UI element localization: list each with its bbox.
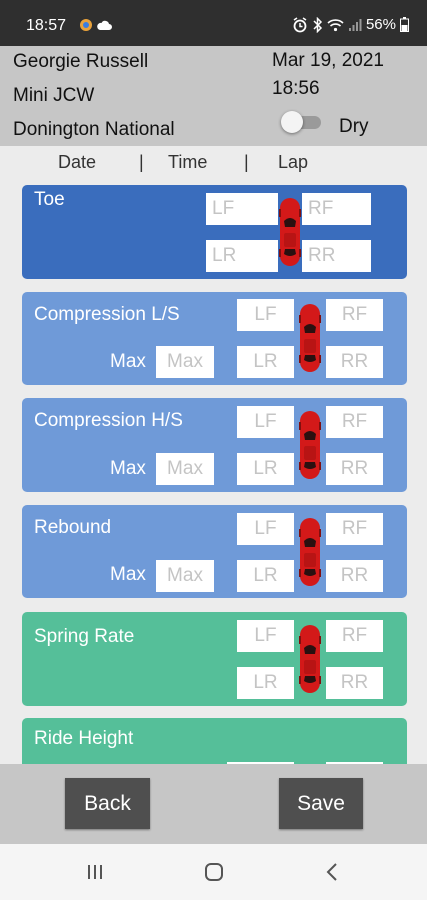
rebound-lr-input[interactable]: LR — [237, 560, 294, 592]
section-title: Ride Height — [34, 728, 134, 749]
rebound-card: Rebound Max Max LF RF LR RR — [22, 505, 407, 598]
toe-lf-input[interactable]: LF — [206, 193, 278, 225]
car-icon — [299, 624, 321, 694]
back-icon[interactable] — [325, 862, 339, 882]
spring-rate-card: Spring Rate LF RF LR RR — [22, 612, 407, 706]
car-model: Mini JCW — [13, 85, 95, 106]
section-title: Spring Rate — [34, 626, 135, 647]
wifi-icon — [327, 18, 344, 31]
toe-card: Toe LF RF LR RR — [22, 185, 407, 279]
column-separator: | — [244, 152, 249, 172]
system-status-icons: 56% — [292, 16, 409, 33]
section-title: Compression L/S — [34, 304, 180, 325]
rebound-rr-input[interactable]: RR — [326, 560, 383, 592]
recents-icon[interactable] — [86, 863, 104, 881]
compression-hs-card: Compression H/S Max Max LF RF LR RR — [22, 398, 407, 492]
battery-icon — [400, 17, 409, 32]
dry-toggle[interactable] — [281, 111, 321, 133]
compression-ls-lf-input[interactable]: LF — [237, 299, 294, 331]
car-icon — [299, 303, 321, 373]
save-button[interactable]: Save — [279, 778, 363, 829]
compression-ls-lr-input[interactable]: LR — [237, 346, 294, 378]
compression-hs-max-input[interactable]: Max — [156, 453, 214, 485]
status-time: 18:57 — [26, 17, 67, 34]
compression-hs-rr-input[interactable]: RR — [326, 453, 383, 485]
notification-icons — [79, 18, 112, 32]
app-notification-icon — [80, 19, 92, 31]
system-navigation-bar — [0, 844, 427, 900]
rebound-rf-input[interactable]: RF — [326, 513, 383, 545]
date-column-label[interactable]: Date — [58, 152, 97, 172]
compression-hs-lr-input[interactable]: LR — [237, 453, 294, 485]
compression-ls-rr-input[interactable]: RR — [326, 346, 383, 378]
compression-ls-rf-input[interactable]: RF — [326, 299, 383, 331]
spring-rate-lr-input[interactable]: LR — [237, 667, 294, 699]
toe-rf-input[interactable]: RF — [302, 193, 371, 225]
spring-rate-rf-input[interactable]: RF — [326, 620, 383, 652]
section-title: Toe — [34, 189, 65, 210]
status-bar: 18:57 56% — [0, 0, 427, 46]
driver-name: Georgie Russell — [13, 51, 149, 72]
signal-icon — [348, 18, 362, 31]
toe-rr-input[interactable]: RR — [302, 240, 371, 272]
spring-rate-lf-input[interactable]: LF — [237, 620, 294, 652]
cloud-icon — [97, 20, 112, 30]
alarm-icon — [293, 16, 307, 32]
column-separator: | — [139, 152, 144, 172]
toggle-knob — [281, 111, 303, 133]
car-icon — [279, 197, 301, 267]
car-icon — [299, 410, 321, 480]
session-date: Mar 19, 2021 — [272, 50, 384, 71]
battery-percentage: 56% — [365, 16, 396, 33]
home-icon[interactable] — [204, 862, 224, 882]
bluetooth-icon — [313, 16, 323, 33]
compression-hs-rf-input[interactable]: RF — [326, 406, 383, 438]
time-column-label[interactable]: Time — [168, 152, 208, 172]
car-icon — [299, 517, 321, 587]
rebound-lf-input[interactable]: LF — [237, 513, 294, 545]
compression-hs-lf-input[interactable]: LF — [237, 406, 294, 438]
rebound-max-input[interactable]: Max — [156, 560, 214, 592]
max-label: Max — [110, 351, 146, 372]
max-label: Max — [110, 458, 146, 479]
session-header: Georgie Russell Mini JCW Donington Natio… — [0, 46, 427, 146]
back-button[interactable]: Back — [65, 778, 150, 829]
section-title: Rebound — [34, 517, 112, 538]
spring-rate-rr-input[interactable]: RR — [326, 667, 383, 699]
condition-label: Dry — [339, 116, 369, 137]
max-label: Max — [110, 564, 146, 585]
session-time: 18:56 — [272, 78, 320, 99]
section-title: Compression H/S — [34, 410, 183, 431]
toe-lr-input[interactable]: LR — [206, 240, 278, 272]
lap-column-label[interactable]: Lap — [278, 152, 309, 172]
compression-ls-card: Compression L/S Max Max LF RF LR RR — [22, 292, 407, 385]
track-name: Donington National — [13, 119, 175, 140]
compression-ls-max-input[interactable]: Max — [156, 346, 214, 378]
